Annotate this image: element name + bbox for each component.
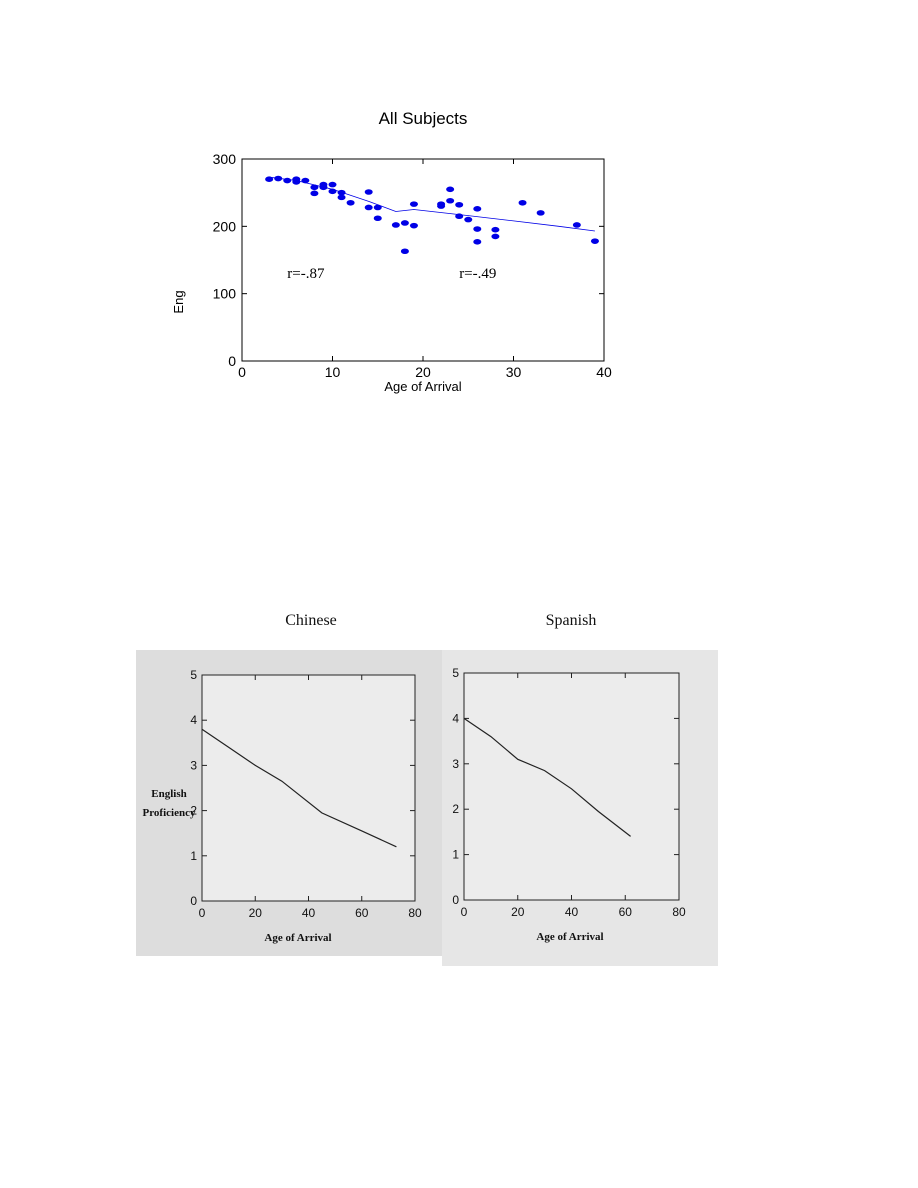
- chart-title: Chinese: [285, 612, 337, 629]
- correlation-annotation: r=-.49: [459, 266, 496, 282]
- y-tick-label: 4: [452, 711, 459, 725]
- y-tick-label: 5: [452, 666, 459, 680]
- data-point: [409, 201, 418, 207]
- plot-frame: [463, 672, 680, 901]
- y-tick-label: 3: [452, 757, 459, 771]
- plot-frame: [201, 674, 416, 902]
- data-point: [391, 222, 400, 228]
- data-point: [373, 204, 382, 211]
- data-point: [464, 216, 473, 223]
- x-axis-label: Age of Arrival: [384, 379, 461, 394]
- y-tick-label: 1: [452, 848, 459, 862]
- correlation-annotation: r=-.87: [287, 266, 325, 282]
- data-point: [301, 177, 310, 184]
- x-tick-label: 40: [565, 905, 579, 919]
- chinese-line-plot: Chinese 0 20 40 60 80 0 1 2 3 4 5 Age of Arrival Engl…: [136, 598, 442, 944]
- data-point: [536, 210, 545, 216]
- data-point: [265, 176, 274, 182]
- data-point: [518, 199, 527, 206]
- data-point: [473, 226, 482, 232]
- data-point: [364, 189, 373, 195]
- data-point: [446, 186, 455, 193]
- x-axis-label: Age of Arrival: [264, 932, 331, 944]
- data-point: [310, 184, 319, 191]
- title-band: [136, 598, 442, 650]
- plot-frame: [241, 158, 605, 362]
- y-tick-label: 1: [190, 849, 197, 863]
- y-tick-label: 100: [213, 286, 237, 302]
- data-point: [491, 233, 500, 240]
- x-tick-label: 20: [249, 906, 263, 920]
- data-point: [572, 222, 581, 228]
- x-tick-label: 60: [355, 906, 369, 920]
- data-point: [310, 190, 319, 197]
- data-point: [328, 188, 337, 195]
- x-tick-label: 0: [199, 906, 206, 920]
- y-tick-label: 0: [228, 353, 236, 369]
- x-axis-label: Age of Arrival: [536, 931, 603, 943]
- x-tick-label: 30: [506, 364, 522, 380]
- data-point: [400, 220, 409, 226]
- x-tick-label: 0: [238, 364, 246, 380]
- y-tick-label: 4: [190, 713, 197, 727]
- all-subjects-chart: All Subjects 0 10 20 30 40 0 100 200 300 Age of Ar…: [165, 100, 625, 400]
- data-point: [337, 189, 346, 196]
- x-tick-label: 40: [302, 906, 316, 920]
- y-tick-label: 2: [190, 804, 197, 818]
- y-tick-label: 0: [452, 893, 459, 907]
- y-axis-label: Eng: [171, 290, 186, 313]
- fit-line: [269, 176, 595, 232]
- y-tick-label: 2: [452, 802, 459, 816]
- chinese-chart: Chinese 0 20 40 60 80 0 1 2 3 4 5 Age of Arrival Engl…: [136, 598, 442, 956]
- x-tick-label: 20: [415, 364, 431, 380]
- x-tick-label: 40: [596, 364, 612, 380]
- x-tick-label: 20: [511, 905, 525, 919]
- data-point: [364, 204, 373, 211]
- x-tick-label: 80: [672, 905, 686, 919]
- data-point: [590, 238, 599, 244]
- y-tick-label: 300: [213, 151, 237, 167]
- data-point: [455, 213, 464, 220]
- spanish-line-plot: Spanish 0 20 40 60 80 0 1 2 3 4 5 Age of Arrival: [442, 598, 718, 943]
- data-point: [337, 194, 346, 201]
- y-tick-label: 3: [190, 758, 197, 772]
- x-tick-label: 60: [619, 905, 633, 919]
- data-point: [346, 199, 355, 206]
- x-tick-label: 10: [325, 364, 341, 380]
- data-point: [437, 201, 446, 207]
- title-band: [442, 598, 718, 650]
- x-tick-label: 80: [408, 906, 422, 920]
- data-point: [409, 222, 418, 229]
- data-point: [400, 248, 409, 255]
- y-axis-label: Proficiency: [143, 807, 196, 819]
- data-point: [319, 184, 328, 191]
- data-point: [283, 177, 292, 184]
- data-point: [446, 197, 455, 204]
- y-axis-label: English: [151, 788, 186, 800]
- data-point: [455, 201, 464, 208]
- data-point: [274, 175, 283, 182]
- series-line: [201, 728, 397, 848]
- chart-title: Spanish: [546, 612, 597, 629]
- data-point: [473, 239, 482, 245]
- all-subjects-scatter: All Subjects 0 10 20 30 40 0 100 200 300 Age of Ar…: [171, 109, 612, 394]
- data-point: [491, 226, 500, 233]
- data-point: [328, 181, 337, 188]
- data-point: [292, 179, 301, 185]
- y-tick-label: 5: [190, 668, 197, 682]
- chart-title: All Subjects: [379, 109, 468, 128]
- y-tick-label: 0: [190, 894, 197, 908]
- data-point: [373, 215, 382, 222]
- spanish-chart: Spanish 0 20 40 60 80 0 1 2 3 4 5 Age of Arrival: [442, 598, 718, 966]
- y-tick-label: 200: [213, 218, 237, 234]
- series-line: [463, 717, 631, 837]
- x-tick-label: 0: [461, 905, 468, 919]
- data-point: [473, 206, 482, 212]
